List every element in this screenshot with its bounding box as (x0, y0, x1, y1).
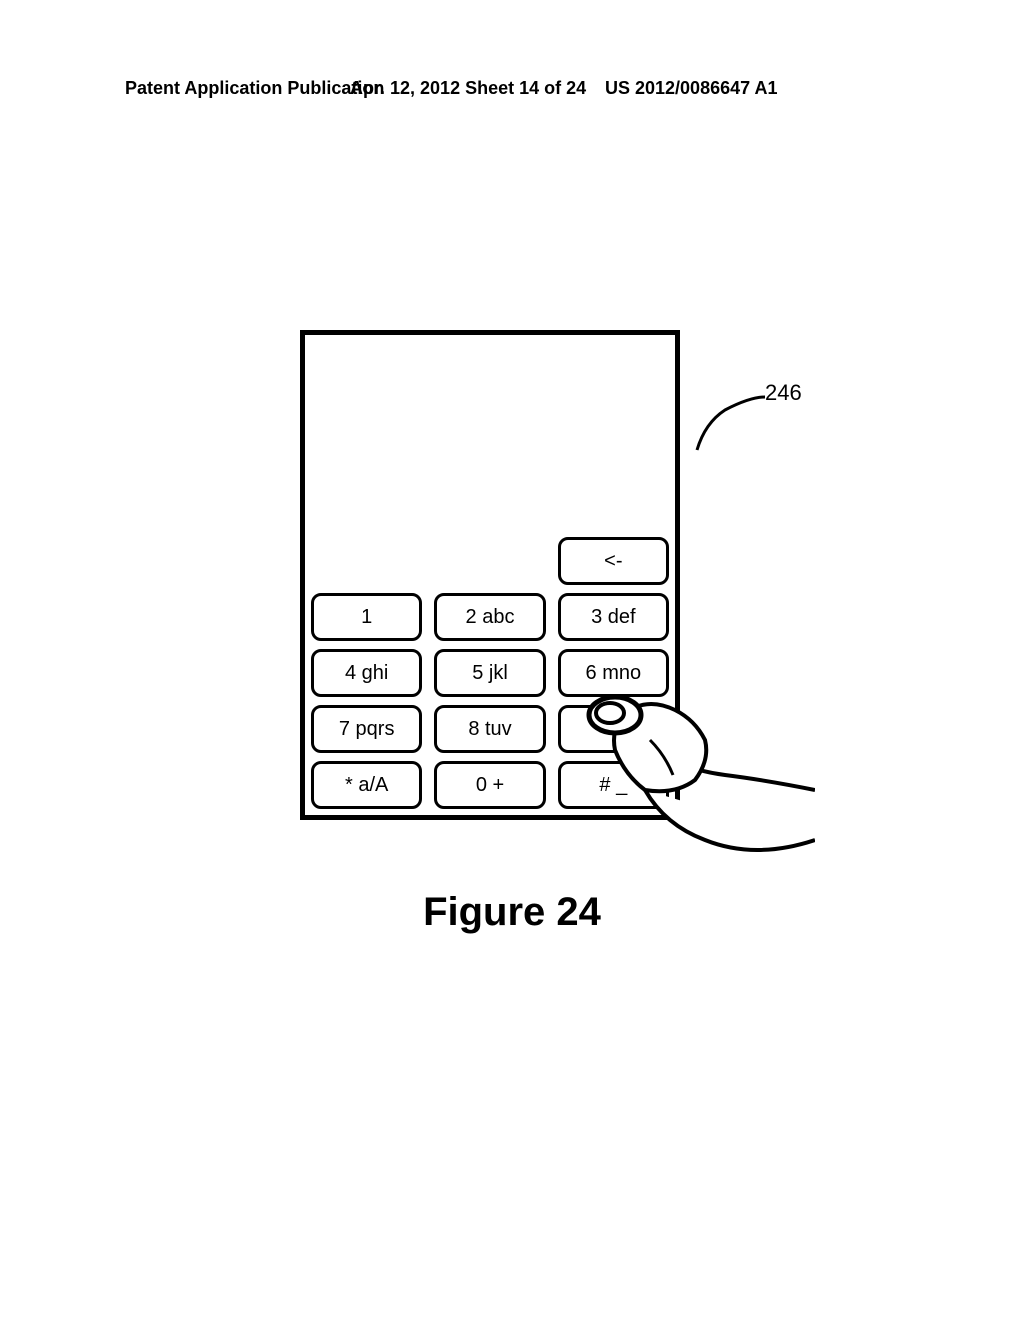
key-1[interactable]: 1 (311, 593, 422, 641)
keypad-row-2: 4 ghi 5 jkl 6 mno (311, 649, 669, 697)
key-3-def[interactable]: 3 def (558, 593, 669, 641)
key-backspace[interactable]: <- (558, 537, 669, 585)
device-frame: <- 1 2 abc 3 def 4 ghi 5 jkl 6 mno 7 pqr… (300, 330, 680, 820)
key-8-tuv[interactable]: 8 tuv (434, 705, 545, 753)
header-publication: Patent Application Publication (125, 78, 384, 99)
keypad-row-0: <- (311, 537, 669, 585)
ref-246-label: 246 (765, 380, 802, 406)
header-date-sheet: Apr. 12, 2012 Sheet 14 of 24 (350, 78, 586, 99)
key-9-wxyz-obscured[interactable] (558, 705, 669, 753)
key-blank (434, 537, 545, 585)
leader-246 (695, 395, 765, 455)
key-star[interactable]: * a/A (311, 761, 422, 809)
key-7-pqrs[interactable]: 7 pqrs (311, 705, 422, 753)
keypad-row-3: 7 pqrs 8 tuv (311, 705, 669, 753)
figure-caption: Figure 24 (0, 890, 1024, 935)
key-6-mno[interactable]: 6 mno (558, 649, 669, 697)
key-0[interactable]: 0 + (434, 761, 545, 809)
key-blank (311, 537, 422, 585)
key-5-jkl[interactable]: 5 jkl (434, 649, 545, 697)
keypad-row-4: * a/A 0 + # _ (311, 761, 669, 809)
keypad: <- 1 2 abc 3 def 4 ghi 5 jkl 6 mno 7 pqr… (305, 533, 675, 815)
header-pubnum: US 2012/0086647 A1 (605, 78, 777, 99)
keypad-row-1: 1 2 abc 3 def (311, 593, 669, 641)
key-2-abc[interactable]: 2 abc (434, 593, 545, 641)
key-4-ghi[interactable]: 4 ghi (311, 649, 422, 697)
key-hash[interactable]: # _ (558, 761, 669, 809)
